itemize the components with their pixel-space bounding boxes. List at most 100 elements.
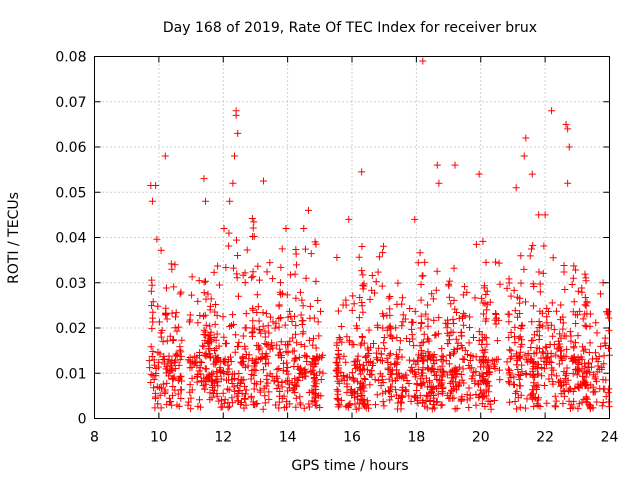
data-point xyxy=(407,397,415,405)
data-point xyxy=(513,405,521,413)
data-point xyxy=(250,324,258,332)
data-point xyxy=(186,357,194,365)
data-point xyxy=(269,318,277,326)
data-point xyxy=(169,392,177,400)
data-point xyxy=(480,310,488,318)
data-point xyxy=(386,396,394,404)
data-point xyxy=(392,386,400,394)
data-point xyxy=(563,364,571,372)
data-point xyxy=(345,215,353,223)
data-point xyxy=(451,367,459,375)
data-point xyxy=(394,405,402,413)
data-point xyxy=(307,368,315,376)
data-point xyxy=(312,376,320,384)
data-point xyxy=(206,322,214,330)
data-point xyxy=(242,350,250,358)
data-point xyxy=(263,375,271,383)
data-point xyxy=(302,352,310,360)
data-point xyxy=(259,309,267,317)
y-tick-label: 0.02 xyxy=(55,321,86,337)
data-point xyxy=(517,322,525,330)
data-point xyxy=(351,400,359,408)
data-point xyxy=(169,336,177,344)
data-point xyxy=(393,360,401,368)
data-point xyxy=(366,295,374,303)
data-point xyxy=(238,359,246,367)
y-tick-label: 0.08 xyxy=(55,50,86,66)
x-tick-label: 22 xyxy=(536,430,554,446)
data-point xyxy=(432,286,440,294)
data-point xyxy=(262,360,270,368)
data-point xyxy=(248,371,256,379)
data-point xyxy=(152,372,160,380)
data-point xyxy=(150,356,158,364)
data-point xyxy=(300,404,308,412)
data-point xyxy=(430,391,438,399)
data-point xyxy=(451,405,459,413)
data-point xyxy=(393,300,401,308)
data-point xyxy=(194,319,202,327)
data-point xyxy=(156,391,164,399)
x-tick-label: 24 xyxy=(601,430,619,446)
data-point xyxy=(221,359,229,367)
data-point xyxy=(228,394,236,402)
data-point xyxy=(494,355,502,363)
data-point xyxy=(424,348,432,356)
data-point xyxy=(393,370,401,378)
data-point xyxy=(233,270,241,278)
data-point xyxy=(155,358,163,366)
data-point xyxy=(478,376,486,384)
data-point xyxy=(212,300,220,308)
data-point xyxy=(528,355,536,363)
data-point xyxy=(505,275,513,283)
data-point xyxy=(264,379,272,387)
data-point xyxy=(555,340,563,348)
data-point xyxy=(223,376,231,384)
data-point xyxy=(439,383,447,391)
data-point xyxy=(386,305,394,313)
data-point xyxy=(167,367,175,375)
data-point xyxy=(171,324,179,332)
data-point xyxy=(194,297,202,305)
data-point xyxy=(298,296,306,304)
data-point xyxy=(410,342,418,350)
data-point xyxy=(284,387,292,395)
data-points-layer xyxy=(145,57,613,413)
data-point xyxy=(225,242,233,250)
data-point xyxy=(207,354,215,362)
data-point xyxy=(235,370,243,378)
data-point xyxy=(528,245,536,253)
data-point xyxy=(570,262,578,270)
data-point xyxy=(276,279,284,287)
data-point xyxy=(386,388,394,396)
data-point xyxy=(239,332,247,340)
data-point xyxy=(574,359,582,367)
data-point xyxy=(217,403,225,411)
data-point xyxy=(511,397,519,405)
data-point xyxy=(292,294,300,302)
data-point xyxy=(533,344,541,352)
y-axis-label: ROTI / TECUs xyxy=(6,192,22,284)
data-point xyxy=(504,378,512,386)
data-point xyxy=(200,175,208,183)
y-tick-label: 0.01 xyxy=(55,366,86,382)
data-point xyxy=(444,320,452,328)
data-point xyxy=(421,258,429,266)
data-point xyxy=(424,315,432,323)
data-point xyxy=(435,179,443,187)
data-point xyxy=(543,355,551,363)
data-point xyxy=(365,326,373,334)
data-point xyxy=(359,399,367,407)
data-point xyxy=(284,364,292,372)
data-point xyxy=(306,302,314,310)
data-point xyxy=(233,343,241,351)
data-point xyxy=(550,326,558,334)
data-point xyxy=(333,395,341,403)
data-point xyxy=(496,366,504,374)
data-point xyxy=(469,333,477,341)
data-point xyxy=(492,320,500,328)
data-point xyxy=(526,356,534,364)
data-point xyxy=(213,392,221,400)
data-point xyxy=(418,369,426,377)
data-point xyxy=(150,384,158,392)
